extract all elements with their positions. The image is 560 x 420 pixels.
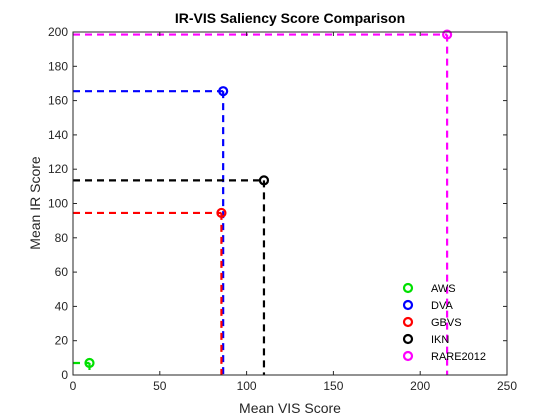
- y-axis-ticks: 0 20 40 60 80 100 120 140 160 180 200: [48, 25, 507, 382]
- legend-marker-dva: [402, 299, 414, 311]
- legend-label-gbvs: GBVS: [431, 317, 462, 329]
- data-point-rare2012: [442, 29, 453, 40]
- legend-marker-rare2012: [402, 350, 414, 362]
- data-point-ikn: [258, 175, 270, 186]
- y-tick-label: 60: [55, 265, 69, 279]
- y-tick-label: 100: [48, 197, 68, 211]
- y-tick-label: 140: [48, 128, 68, 142]
- data-markers: [84, 29, 453, 369]
- y-tick-label: 40: [55, 299, 69, 313]
- legend-label-dva: DVA: [431, 300, 453, 312]
- legend-marker-aws: [402, 282, 414, 294]
- legend-label-rare2012: RARE2012: [431, 351, 486, 363]
- x-axis-ticks: 0 50 100 150 200 250: [70, 32, 517, 393]
- data-point-gbvs: [216, 207, 227, 219]
- y-axis-label: Mean IR Score: [27, 156, 43, 250]
- y-tick-label: 0: [61, 368, 68, 382]
- chart-title: IR-VIS Saliency Score Comparison: [175, 10, 405, 26]
- legend-label-ikn: IKN: [431, 334, 449, 346]
- x-axis-label: Mean VIS Score: [239, 400, 341, 416]
- legend: AWS DVA GBVS IKN RARE2012: [402, 282, 486, 363]
- y-tick-label: 80: [55, 231, 69, 245]
- y-tick-label: 180: [48, 59, 68, 73]
- legend-marker-ikn: [402, 333, 414, 345]
- x-tick-label: 250: [497, 379, 517, 393]
- y-tick-label: 20: [55, 334, 69, 348]
- x-tick-label: 100: [237, 379, 257, 393]
- data-point-aws: [84, 357, 95, 369]
- drop-lines: [73, 33, 449, 375]
- plot-background: [73, 32, 507, 375]
- x-tick-label: 150: [323, 379, 343, 393]
- legend-marker-gbvs: [402, 316, 414, 328]
- x-tick-label: 0: [70, 379, 77, 393]
- y-tick-label: 200: [48, 25, 68, 39]
- y-tick-label: 160: [48, 94, 68, 108]
- data-point-dva: [218, 86, 229, 97]
- x-tick-label: 200: [410, 379, 430, 393]
- legend-label-aws: AWS: [431, 283, 456, 295]
- y-tick-label: 120: [48, 162, 68, 176]
- x-tick-label: 50: [153, 379, 167, 393]
